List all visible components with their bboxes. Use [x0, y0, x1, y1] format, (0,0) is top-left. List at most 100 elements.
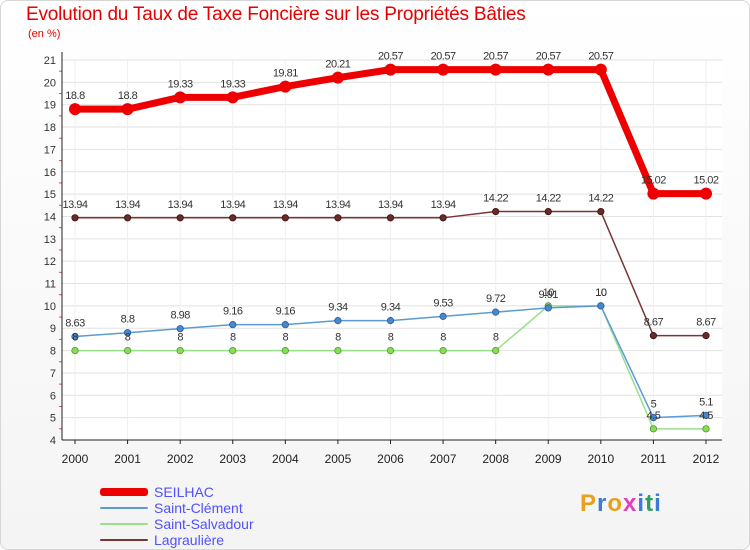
data-label: 15.02	[693, 175, 718, 187]
data-point-saint-salvadour	[649, 425, 658, 433]
data-point-lagrauliere	[702, 332, 710, 340]
data-point-seilhac	[174, 91, 187, 104]
data-label: 14.22	[483, 193, 508, 205]
data-point-saint-salvadour	[492, 346, 500, 355]
logo-letter: i	[637, 490, 646, 517]
x-tick-label: 2007	[430, 452, 457, 466]
data-point-seilhac	[542, 63, 555, 76]
data-label: 20.57	[378, 51, 403, 63]
data-label: 19.81	[273, 68, 298, 80]
y-tick-label: 9	[50, 323, 56, 335]
data-point-saint-clement	[439, 312, 447, 320]
y-tick-label: 18	[44, 122, 56, 134]
plot-area	[62, 59, 722, 440]
data-label: 8	[440, 332, 446, 344]
legend-item-lagrauliere: Lagraulière	[100, 532, 254, 548]
data-point-lagrauliere	[334, 214, 342, 222]
data-label: 8	[177, 332, 183, 344]
data-label: 10	[595, 287, 607, 299]
data-label: 9.34	[328, 302, 348, 314]
data-point-seilhac	[226, 91, 239, 104]
legend-swatch-seilhac	[100, 488, 148, 496]
logo-letter: t	[645, 490, 655, 517]
y-tick-label: 4	[50, 435, 56, 447]
data-point-seilhac	[437, 63, 450, 76]
data-point-lagrauliere	[544, 207, 552, 216]
data-label: 20.57	[483, 51, 508, 63]
data-label: 14.22	[588, 193, 613, 205]
data-label: 8.67	[644, 317, 664, 329]
y-tick-label: 20	[44, 77, 56, 89]
data-label: 8.8	[121, 314, 135, 326]
legend-label: Saint-Clément	[154, 500, 243, 516]
data-label: 13.94	[220, 199, 245, 211]
x-tick-label: 2003	[219, 452, 246, 466]
data-label: 8.67	[696, 317, 716, 329]
legend: SEILHAC Saint-Clément Saint-Salvadour La…	[100, 484, 254, 548]
data-point-lagrauliere	[123, 214, 132, 222]
y-tick-label: 10	[44, 301, 56, 313]
data-label: 10	[595, 287, 607, 299]
data-label: 13.94	[378, 199, 403, 211]
data-point-seilhac	[489, 63, 502, 76]
data-point-seilhac	[69, 103, 81, 116]
y-tick-label: 19	[44, 100, 56, 112]
data-point-saint-salvadour	[176, 346, 184, 355]
y-tick-label: 14	[44, 211, 56, 223]
data-point-saint-salvadour	[702, 425, 710, 433]
data-label: 9.34	[381, 302, 401, 314]
data-point-saint-clement	[176, 325, 184, 333]
data-point-saint-clement	[229, 321, 237, 329]
y-tick-label: 12	[44, 256, 56, 268]
data-label: 9.16	[223, 306, 243, 318]
data-label: 4.5	[647, 410, 661, 422]
data-point-saint-salvadour	[71, 346, 79, 355]
data-point-saint-salvadour	[334, 346, 342, 355]
legend-item-seilhac: SEILHAC	[100, 484, 254, 500]
data-point-seilhac	[700, 187, 712, 200]
data-label: 13.94	[62, 199, 87, 211]
y-tick-label: 17	[44, 144, 56, 156]
data-point-saint-salvadour	[386, 346, 395, 355]
data-label: 8.98	[170, 310, 190, 322]
data-point-saint-clement	[544, 304, 552, 312]
logo-letter: i	[654, 490, 662, 517]
data-label: 9.72	[486, 293, 506, 305]
data-label: 13.94	[325, 199, 350, 211]
data-label: 19.33	[220, 78, 245, 90]
data-point-seilhac	[384, 63, 397, 76]
data-point-lagrauliere	[439, 214, 447, 222]
y-tick-label: 15	[44, 189, 56, 201]
data-point-saint-clement	[71, 332, 79, 341]
legend-swatch-saint-clement	[100, 507, 148, 509]
data-point-saint-clement	[123, 329, 132, 337]
x-tick-label: 2001	[114, 452, 141, 466]
data-label: 18.8	[118, 90, 138, 102]
legend-label: Lagraulière	[154, 532, 225, 548]
x-tick-label: 2009	[535, 452, 562, 466]
y-tick-label: 6	[50, 390, 56, 402]
logo-letter: P	[580, 490, 598, 517]
data-point-saint-clement	[649, 414, 658, 422]
data-point-seilhac	[121, 103, 134, 116]
data-point-seilhac	[279, 80, 292, 93]
data-point-saint-clement	[386, 317, 395, 325]
legend-item-saint-clement: Saint-Clément	[100, 500, 254, 516]
y-tick-label: 11	[45, 279, 56, 291]
legend-label: SEILHAC	[154, 484, 214, 500]
data-label: 9.91	[539, 289, 559, 301]
x-tick-label: 2010	[587, 452, 614, 466]
legend-label: Saint-Salvadour	[154, 516, 254, 532]
data-label: 13.94	[273, 199, 298, 211]
data-point-saint-salvadour	[123, 346, 132, 355]
data-label: 8.63	[65, 318, 85, 330]
data-point-lagrauliere	[492, 207, 500, 216]
data-label: 20.57	[431, 51, 456, 63]
data-point-seilhac	[594, 63, 607, 76]
data-label: 5.1	[699, 396, 713, 408]
data-label: 18.8	[65, 90, 85, 102]
logo-letter: o	[607, 490, 624, 517]
y-tick-label: 5	[50, 413, 56, 425]
chart-title: Evolution du Taux de Taxe Foncière sur l…	[26, 4, 526, 25]
